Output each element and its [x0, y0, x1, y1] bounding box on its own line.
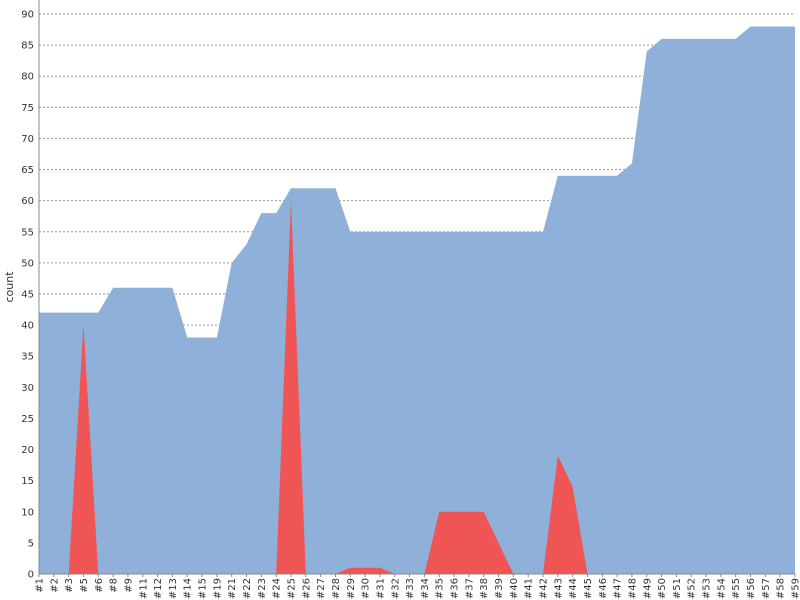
x-tick-label: #49: [642, 578, 653, 599]
y-tick-label: 0: [28, 570, 34, 581]
x-tick-label: #6: [94, 578, 105, 593]
x-tick-label: #56: [746, 578, 757, 599]
y-tick-label: 15: [21, 476, 34, 487]
x-tick-label: #8: [109, 578, 120, 593]
x-tick-label: #1: [35, 578, 46, 593]
y-tick-label: 10: [21, 507, 34, 518]
x-tick-label: #33: [405, 578, 416, 599]
y-tick-label: 55: [21, 227, 34, 238]
y-tick-label: 35: [21, 352, 34, 363]
y-tick-label: 40: [21, 321, 34, 332]
series-1-area: [39, 26, 795, 574]
x-tick-label: #15: [198, 578, 209, 599]
x-tick-label: #59: [791, 578, 800, 599]
y-tick-label: 25: [21, 414, 34, 425]
y-axis-label: count: [3, 271, 16, 303]
x-tick-label: #11: [138, 578, 149, 599]
x-tick-label: #57: [761, 578, 772, 599]
x-tick-label: #35: [435, 578, 446, 599]
x-tick-label: #52: [687, 578, 698, 599]
x-tick-label: #39: [494, 578, 505, 599]
x-tick-label: #30: [361, 578, 372, 599]
x-tick-label: #14: [183, 578, 194, 599]
axes: [38, 0, 795, 575]
y-tick-label: 90: [21, 10, 34, 21]
y-tick-label: 20: [21, 445, 34, 456]
x-tick-label: #31: [375, 578, 386, 599]
y-tick-label: 5: [28, 538, 34, 549]
x-tick-label: #25: [287, 578, 298, 599]
y-tick-label: 85: [21, 41, 34, 52]
x-tick-label: #22: [242, 578, 253, 599]
x-tick-label: #13: [168, 578, 179, 599]
y-tick-label: 65: [21, 165, 34, 176]
x-tick-label: #34: [420, 578, 431, 599]
x-tick-label: #21: [227, 578, 238, 599]
x-tick-label: #48: [627, 578, 638, 599]
x-tick-label: #27: [316, 578, 327, 599]
x-tick-label: #41: [524, 578, 535, 599]
series-areas: [39, 26, 795, 575]
y-tick-labels: 0 5 10 15 20 25 30 35 40 45 50 55 60 65 70 75 80 85 90: [21, 10, 34, 581]
x-tick-label: #38: [479, 578, 490, 599]
y-tick-label: 70: [21, 134, 34, 145]
y-tick-label: 30: [21, 383, 34, 394]
x-tick-label: #43: [553, 578, 564, 599]
x-tick-label: #9: [123, 578, 134, 593]
x-tick-label: #29: [346, 578, 357, 599]
x-tick-label: #40: [509, 578, 520, 599]
x-tick-label: #24: [272, 578, 283, 599]
y-tick-label: 60: [21, 196, 34, 207]
x-tick-label: #45: [583, 578, 594, 599]
x-tick-label: #32: [390, 578, 401, 599]
x-tick-label: #2: [49, 578, 60, 593]
x-tick-label: #3: [64, 578, 75, 593]
x-tick-label: #36: [450, 578, 461, 599]
y-tick-label: 45: [21, 290, 34, 301]
x-tick-label: #28: [331, 578, 342, 599]
x-tick-label: #46: [598, 578, 609, 599]
x-tick-label: #23: [257, 578, 268, 599]
x-tick-label: #44: [568, 578, 579, 599]
x-tick-label: #58: [776, 578, 787, 599]
x-tick-label: #51: [672, 578, 683, 599]
x-tick-label: #5: [79, 578, 90, 593]
x-tick-label: #55: [731, 578, 742, 599]
x-tick-labels: #1 #2 #3 #5 #6 #8 #9 #11 #12 #13 #14 #15 #19 #21 #22 #2…: [35, 574, 800, 599]
x-tick-label: #37: [464, 578, 475, 599]
x-tick-label: #54: [716, 578, 727, 599]
y-tick-label: 80: [21, 72, 34, 83]
y-tick-label: 50: [21, 258, 34, 269]
x-tick-label: #50: [657, 578, 668, 599]
y-tick-label: 75: [21, 103, 34, 114]
x-tick-label: #53: [702, 578, 713, 599]
x-tick-label: #47: [613, 578, 624, 599]
x-tick-label: #19: [212, 578, 223, 599]
x-tick-label: #12: [153, 578, 164, 599]
x-tick-label: #42: [539, 578, 550, 599]
x-tick-label: #26: [301, 578, 312, 599]
